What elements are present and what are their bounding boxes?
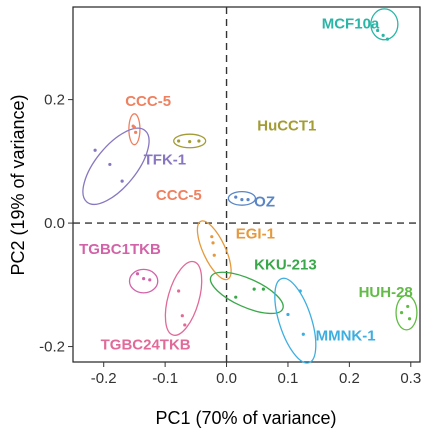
- point-ccc-5-1-1: [134, 131, 137, 134]
- label-ccc-5-1: CCC-5: [125, 93, 171, 110]
- x-tick-label-5: 0.3: [400, 370, 421, 387]
- y-axis-title: PC2 (19% of variance): [8, 94, 28, 275]
- point-tgbc1tkb-7-0: [136, 272, 139, 275]
- point-egi-1-6-2: [213, 254, 216, 257]
- x-tick-label-2: 0.0: [216, 370, 237, 387]
- point-tfk-1-3-0: [94, 149, 97, 152]
- point-kku-213-8-2: [262, 288, 265, 291]
- point-mmnk-1-11-0: [286, 313, 289, 316]
- point-egi-1-6-0: [210, 235, 213, 238]
- label-oz-5: OZ: [254, 193, 275, 210]
- point-mmnk-1-11-2: [299, 289, 302, 292]
- x-tick-label-4: 0.2: [339, 370, 360, 387]
- x-tick-label-3: 0.1: [278, 370, 299, 387]
- point-egi-1-6-1: [211, 241, 214, 244]
- point-mcf10a-0-2: [382, 34, 385, 37]
- x-axis: -0.2 -0.1 0.0 0.1 0.2 0.3: [91, 362, 421, 387]
- point-oz-5-0: [234, 196, 237, 199]
- label-kku-213-8: KKU-213: [254, 256, 317, 273]
- point-huh-28-9-1: [406, 305, 409, 308]
- point-oz-5-2: [246, 198, 249, 201]
- point-huh-28-9-0: [400, 311, 403, 314]
- point-tgbc1tkb-7-2: [148, 278, 151, 281]
- y-axis: -0.2 0.0 0.2: [39, 92, 73, 356]
- point-kku-213-8-0: [234, 296, 237, 299]
- point-tfk-1-3-2: [121, 180, 124, 183]
- point-oz-5-1: [240, 198, 243, 201]
- point-ccc-5-1-2: [133, 126, 136, 129]
- point-tfk-1-3-1: [108, 163, 111, 166]
- x-axis-title: PC1 (70% of variance): [155, 408, 336, 428]
- point-tgbc24tkb-10-0: [177, 289, 180, 292]
- x-tick-label-0: -0.2: [91, 370, 117, 387]
- label-egi-1-6: EGI-1: [236, 226, 275, 243]
- label-mcf10a-0: MCF10a: [322, 16, 380, 33]
- point-mcf10a-0-1: [386, 38, 389, 41]
- point-hucct1-2-0: [177, 139, 180, 142]
- label-tfk-1-3: TFK-1: [144, 151, 187, 168]
- point-tgbc1tkb-7-1: [142, 277, 145, 280]
- point-tgbc24tkb-10-2: [183, 323, 186, 326]
- y-tick-label-2: 0.2: [44, 92, 65, 109]
- point-mmnk-1-11-1: [302, 333, 305, 336]
- label-hucct1-2: HuCCT1: [257, 117, 316, 134]
- label-huh-28-9: HUH-28: [359, 284, 413, 301]
- label-tgbc1tkb-7: TGBC1TKB: [79, 241, 161, 258]
- point-tgbc24tkb-10-1: [181, 314, 184, 317]
- point-hucct1-2-2: [197, 139, 200, 142]
- point-huh-28-9-2: [408, 317, 411, 320]
- label-tgbc24tkb-10: TGBC24TKB: [101, 337, 191, 354]
- y-tick-label-1: 0.0: [44, 215, 65, 232]
- y-tick-label-0: -0.2: [39, 339, 65, 356]
- label-mmnk-1-11: MMNK-1: [316, 327, 376, 344]
- point-hucct1-2-1: [188, 140, 191, 143]
- point-kku-213-8-1: [253, 288, 256, 291]
- x-tick-label-1: -0.1: [152, 370, 178, 387]
- label-ccc-5-4: CCC-5: [156, 187, 202, 204]
